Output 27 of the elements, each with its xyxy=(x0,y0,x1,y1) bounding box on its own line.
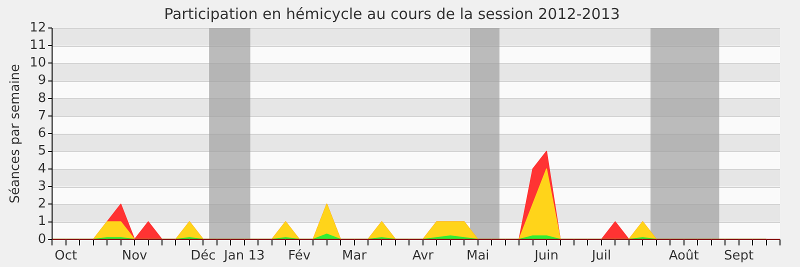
x-tick-label: Mar xyxy=(342,248,368,264)
x-tick-label: Mai xyxy=(466,248,490,264)
x-tick-label: Sept xyxy=(724,248,754,264)
y-tick-label: 10 xyxy=(30,56,46,71)
y-axis-title: Séances par semaine xyxy=(8,64,24,204)
x-tick-label: Juin xyxy=(534,248,559,264)
y-tick-label: 9 xyxy=(38,73,46,88)
x-tick-label: Août xyxy=(668,248,699,264)
y-tick-label: 4 xyxy=(38,161,46,176)
x-tick-label: Juil xyxy=(590,248,612,264)
y-tick-label: 12 xyxy=(30,20,46,36)
y-tick-label: 7 xyxy=(38,108,46,124)
y-tick-label: 6 xyxy=(38,126,46,142)
x-tick-label: Avr xyxy=(412,248,434,264)
x-tick-label: Fév xyxy=(288,248,311,264)
y-tick-label: 0 xyxy=(38,232,46,247)
x-tick-label: Nov xyxy=(122,248,148,264)
y-tick-label: 1 xyxy=(38,214,46,230)
x-tick-label: Oct xyxy=(54,248,78,264)
y-tick-label: 5 xyxy=(38,144,46,159)
y-tick-label: 11 xyxy=(30,38,46,53)
chart-title: Participation en hémicycle au cours de la session 2012-2013 xyxy=(164,4,620,23)
y-tick-label: 3 xyxy=(38,178,46,194)
y-tick-label: 8 xyxy=(38,90,46,106)
x-tick-label: Déc xyxy=(190,248,216,264)
y-tick-label: 2 xyxy=(38,196,46,212)
x-tick-label: Jan 13 xyxy=(223,248,265,264)
